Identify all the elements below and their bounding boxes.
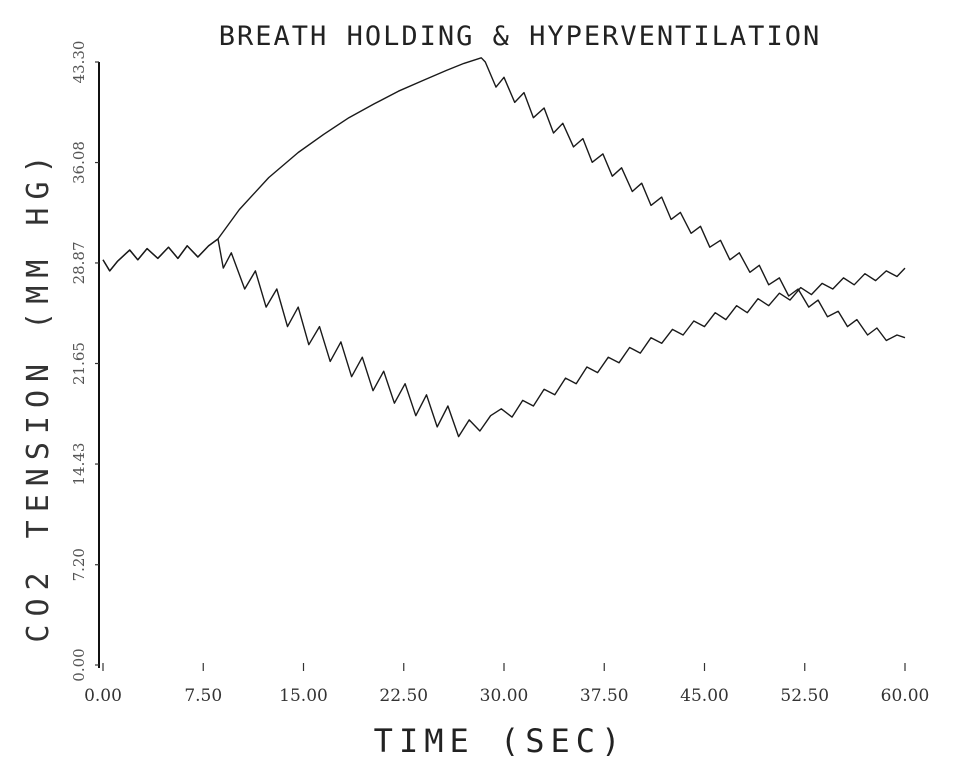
y-ticks: 0.00 7.20 14.43 21.65 28.87 36.08 43.30	[70, 41, 99, 682]
x-tick-label: 30.00	[480, 686, 529, 706]
y-tick-label: 28.87	[70, 241, 88, 284]
x-tick-label: 45.00	[680, 686, 729, 706]
x-tick-label: 7.50	[184, 686, 222, 706]
x-ticks: 0.00 7.50 15.00 22.50 30.00 37.50 45.00 52.50 60…	[84, 663, 929, 706]
y-tick-label: 0.00	[70, 648, 88, 681]
y-tick-label: 21.65	[70, 342, 88, 385]
x-axis-label: TIME (SEC)	[374, 722, 627, 760]
series-line-1	[102, 57, 906, 342]
chart-title: BREATH HOLDING & HYPERVENTILATION	[219, 21, 821, 52]
x-tick-label: 37.50	[580, 686, 629, 706]
series-line-2	[102, 238, 906, 438]
y-tick-label: 43.30	[70, 41, 88, 84]
x-tick-label: 15.00	[279, 686, 328, 706]
x-tick-label: 0.00	[84, 686, 122, 706]
x-tick-label: 52.50	[780, 686, 829, 706]
x-tick-label: 60.00	[881, 686, 930, 706]
y-tick-label: 14.43	[70, 443, 88, 486]
x-tick-label: 22.50	[379, 686, 428, 706]
y-axis-label: CO2 TENSION (MM HG)	[21, 147, 56, 642]
series-group	[102, 57, 906, 438]
y-tick-label: 36.08	[70, 141, 88, 184]
y-tick-label: 7.20	[70, 548, 88, 581]
